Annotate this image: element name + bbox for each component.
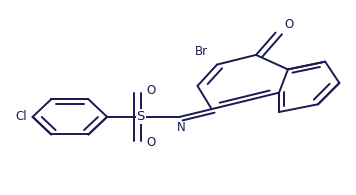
Text: O: O (146, 136, 155, 150)
Text: Cl: Cl (16, 110, 27, 123)
Text: N: N (177, 121, 186, 134)
Text: O: O (284, 18, 294, 31)
Text: O: O (146, 84, 155, 97)
Text: Br: Br (194, 44, 208, 58)
Text: S: S (137, 110, 145, 123)
